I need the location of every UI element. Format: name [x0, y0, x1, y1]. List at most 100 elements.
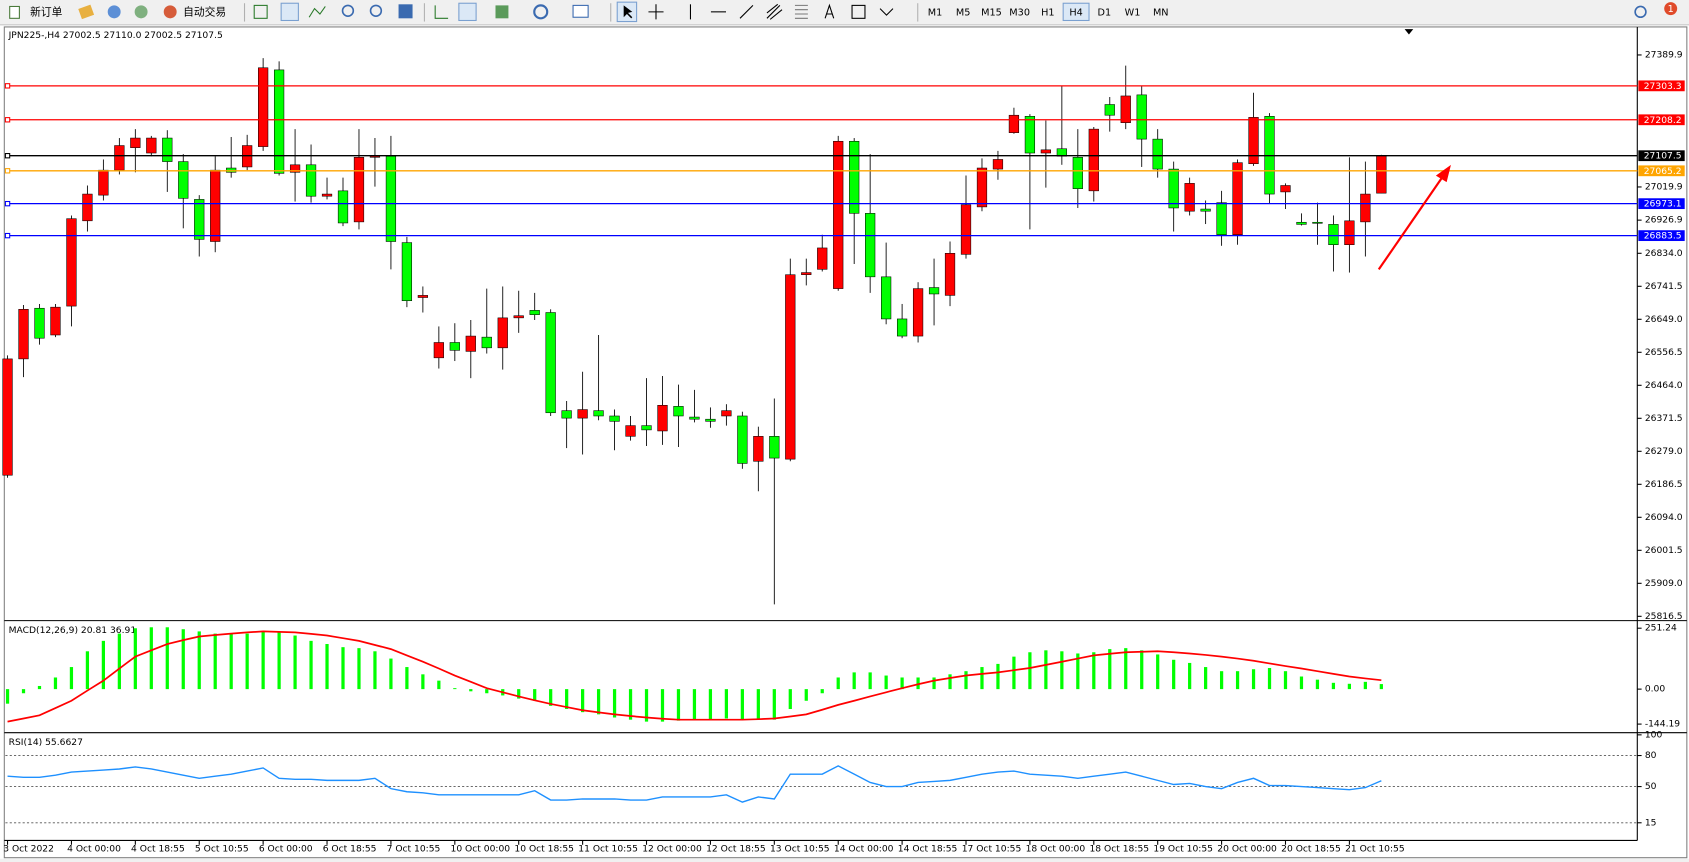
- timeframe-button[interactable]: [1006, 3, 1033, 21]
- macd-bar: [5, 689, 10, 704]
- candle-body: [1104, 104, 1115, 116]
- price-level-label: 27065.2: [1644, 167, 1682, 177]
- macd-bar: [708, 689, 713, 720]
- timeframe-label: M5: [956, 7, 971, 18]
- candle-body: [1136, 94, 1147, 140]
- candle-body: [1248, 117, 1259, 165]
- timeframe-label: M15: [981, 7, 1002, 18]
- candle-body: [289, 164, 301, 173]
- tool-icon[interactable]: [134, 5, 148, 19]
- candle-body: [721, 410, 732, 417]
- macd-bar: [85, 651, 90, 690]
- new-order-button[interactable]: [4, 4, 72, 21]
- macd-bar: [692, 689, 697, 720]
- timeframe-button[interactable]: [950, 3, 977, 21]
- macd-bar: [1235, 671, 1240, 690]
- candle-body: [417, 295, 428, 298]
- price-level-anchor[interactable]: [4, 153, 11, 159]
- annotation-arrowhead: [1435, 164, 1451, 183]
- price-level-tag: [1638, 150, 1685, 162]
- timeframe-button[interactable]: [922, 3, 948, 21]
- label-tool[interactable]: [851, 4, 866, 19]
- fibo-tool[interactable]: [794, 4, 808, 19]
- price-level-anchor[interactable]: [4, 200, 11, 207]
- toolbar: 新订单 自动交易 M1 M5 M15 M30 H1 H4 D1 W1 MN: [0, 0, 1689, 26]
- candle-body: [337, 190, 349, 224]
- auto-trading-label: 自动交易: [183, 5, 226, 18]
- timeframe-button[interactable]: [1091, 3, 1118, 21]
- candle-body: [1072, 157, 1083, 189]
- text-tool[interactable]: [824, 3, 835, 19]
- macd-bar: [325, 644, 329, 690]
- trendline-tool[interactable]: [739, 5, 754, 19]
- tool-icon[interactable]: [107, 5, 121, 19]
- status-strip: [0, 858, 1689, 862]
- periods[interactable]: [533, 4, 549, 20]
- cursor-icon: [623, 5, 633, 19]
- candle-body: [1232, 162, 1243, 236]
- candle-body: [513, 315, 524, 319]
- notification-badge[interactable]: [1664, 2, 1678, 16]
- zoom-in[interactable]: [341, 4, 355, 17]
- chart-bar-tool[interactable]: [253, 4, 268, 19]
- auto-scroll[interactable]: [458, 2, 477, 22]
- y-tick-label: 80: [1645, 751, 1657, 761]
- macd-bar: [197, 631, 201, 690]
- search[interactable]: [1634, 5, 1647, 19]
- x-tick-label: 5 Oct 10:55: [195, 845, 249, 855]
- y-tick-label: -144.19: [1645, 720, 1680, 730]
- price-level-anchor[interactable]: [4, 83, 11, 89]
- price-level-tag: [1638, 198, 1685, 210]
- candle-body: [82, 193, 93, 222]
- y-tick-label: 15: [1645, 818, 1657, 828]
- chart-candle-tool[interactable]: [280, 2, 299, 22]
- macd-bar: [469, 689, 473, 692]
- y-tick-label: 27019.9: [1645, 182, 1683, 192]
- tool-icon[interactable]: [78, 4, 95, 20]
- candle-body: [66, 218, 77, 307]
- tile-windows[interactable]: [398, 4, 413, 19]
- price-level-anchor[interactable]: [4, 232, 11, 239]
- y-tick-label: 0.00: [1645, 685, 1666, 695]
- auto-trading-icon: [163, 5, 177, 19]
- macd-bar: [724, 689, 729, 719]
- channel-tool[interactable]: [766, 3, 783, 20]
- timeframe-button[interactable]: [1119, 3, 1146, 21]
- chart-line-tool[interactable]: [308, 6, 326, 18]
- price-level-label: 27107.5: [1644, 152, 1682, 162]
- candle-body: [481, 336, 492, 349]
- indicators[interactable]: [495, 5, 509, 19]
- x-tick-label: 18 Oct 00:00: [1026, 845, 1086, 855]
- crosshair-tool[interactable]: [648, 4, 664, 20]
- macd-bar: [565, 689, 569, 710]
- price-level-anchor[interactable]: [4, 168, 11, 174]
- y-tick-label: 26464.0: [1645, 381, 1683, 391]
- candle-body: [1152, 138, 1163, 170]
- macd-bar: [916, 677, 920, 690]
- price-level-anchor[interactable]: [4, 117, 11, 123]
- candle-body: [561, 410, 572, 419]
- price-level-label: 26883.5: [1644, 232, 1682, 242]
- candle-body: [50, 306, 61, 336]
- x-tick-label: 21 Oct 10:55: [1345, 845, 1405, 855]
- timeframe-button[interactable]: [1147, 3, 1174, 21]
- zoom-out[interactable]: [369, 4, 383, 17]
- timeframe-button[interactable]: [978, 3, 1005, 21]
- templates[interactable]: [572, 4, 589, 18]
- macd-bar: [1347, 683, 1352, 690]
- macd-bar: [277, 632, 281, 690]
- timeframe-button[interactable]: [1062, 2, 1090, 22]
- chart-shift[interactable]: [434, 5, 449, 19]
- auto-trading-button[interactable]: [159, 4, 235, 21]
- candle-body: [609, 415, 620, 422]
- x-tick-label: 14 Oct 00:00: [834, 845, 894, 855]
- timeframe-button[interactable]: [1034, 3, 1061, 21]
- timeframe-label: D1: [1098, 7, 1112, 18]
- y-tick-label: 100: [1645, 730, 1663, 740]
- x-tick-label: 4 Oct 18:55: [131, 845, 185, 855]
- x-tick-label: 7 Oct 10:55: [387, 845, 441, 855]
- arrows-tool[interactable]: [879, 8, 894, 16]
- macd-bar: [1028, 652, 1032, 690]
- timeframes: M1 M5 M15 M30 H1 H4 D1 W1 MN: [922, 2, 1174, 22]
